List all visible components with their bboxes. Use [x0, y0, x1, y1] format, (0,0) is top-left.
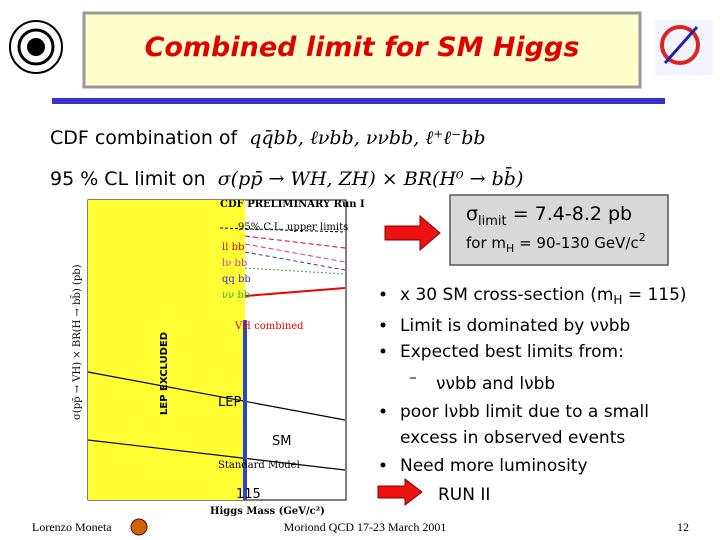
bullet-text: excess in observed events	[400, 428, 625, 448]
formula: qq̄bb, ℓνbb, ννbb, ℓ⁺ℓ⁻bb	[249, 127, 485, 149]
bullet-text: x 30 SM cross-section (mH = 115)	[400, 285, 687, 307]
result-box	[449, 194, 669, 266]
channel-label: νν bb	[222, 290, 250, 301]
arrow	[377, 477, 423, 507]
bullet-text: Expected best limits from:	[400, 342, 624, 362]
plot-legend-title: 95% C.L. upper limits	[238, 222, 348, 233]
curve	[244, 243, 346, 263]
bullet	[380, 462, 386, 468]
mass-label: 115	[236, 487, 261, 502]
intro-line: CDF combination of qq̄bb, ℓνbb, ννbb, ℓ⁺ℓ…	[50, 127, 486, 149]
bullet-text: Limit is dominated by ννbb	[400, 316, 630, 336]
formula: σ(pp̄ → WH, ZH) × BR(H⁰ → bb̄)	[218, 166, 524, 190]
page-number: 12	[677, 520, 689, 534]
curve	[219, 227, 346, 233]
result-sup: 2	[639, 231, 646, 244]
sub-bullet-text: ννbb and lνbb	[436, 374, 555, 394]
cdf-logo	[9, 20, 63, 74]
channel-label: ll bb	[222, 242, 244, 253]
curve	[87, 371, 346, 421]
bullet	[380, 348, 386, 354]
lep-label: LEP	[218, 395, 241, 410]
title-text: Combined limit for SM Higgs	[145, 32, 580, 63]
bullet-text: poor lνbb limit due to a small	[400, 402, 649, 422]
intro-line: 95 % CL limit on σ(pp̄ → WH, ZH) × BR(H⁰ …	[50, 166, 523, 190]
result-sub: limit	[478, 214, 507, 229]
x-axis-label: Higgs Mass (GeV/c²)	[210, 506, 325, 517]
bullet-part: = 115)	[622, 285, 686, 305]
channel-label: qq bb	[222, 274, 251, 285]
result-line: for mH = 90-130 GeV/c2	[466, 231, 646, 255]
sm-label: SM	[272, 434, 291, 449]
arrow	[384, 214, 441, 252]
footer-author: Lorenzo Moneta	[32, 520, 112, 534]
y-axis-label: σ(pp̄ → VH) × BR(H → bb̄) (pb)	[71, 264, 83, 420]
bullet-result: RUN II	[438, 485, 490, 505]
limit-plot: CDF PRELIMINARY Run I 95% C.L. upper lim…	[71, 199, 365, 517]
standard-model-label: Standard Model	[218, 460, 300, 471]
d0-logo	[655, 20, 713, 75]
footer-event: Moriond QCD 17-23 March 2001	[284, 520, 447, 534]
lep-excluded-region	[88, 200, 245, 500]
curve	[244, 235, 346, 249]
curve	[244, 267, 346, 275]
bullet	[380, 408, 386, 414]
title-box	[82, 11, 642, 89]
bullet-sub: H	[613, 293, 622, 307]
intro-label: CDF combination of	[50, 127, 239, 149]
bullet	[380, 291, 386, 297]
plot-header: CDF PRELIMINARY Run I	[220, 199, 365, 210]
bullet-text: Need more luminosity	[400, 456, 588, 476]
result-line: σlimit = 7.4-8.2 pb	[466, 203, 632, 229]
footer-logo	[130, 518, 148, 536]
curve	[244, 287, 346, 297]
curve	[244, 251, 346, 271]
channel-label: lν bb	[222, 258, 247, 269]
curve	[87, 439, 346, 471]
bullet-list: x 30 SM cross-section (mH = 115) Limit i…	[377, 285, 687, 507]
excluded-label: LEP EXCLUDED	[159, 332, 170, 415]
intro-label: 95 % CL limit on	[50, 168, 206, 190]
bullet	[380, 322, 386, 328]
result-value: = 7.4-8.2 pb	[507, 203, 632, 225]
title-rule	[52, 98, 665, 104]
result-symbol: σ	[466, 203, 478, 225]
bullet-part: x 30 SM cross-section (m	[400, 285, 613, 305]
combined-label: VH combined	[234, 321, 304, 332]
result-text: for m	[466, 234, 506, 252]
result-text: = 90-130 GeV/c	[514, 234, 638, 252]
result-sub: H	[506, 242, 514, 255]
title: Combined limit for SM Higgs	[145, 32, 580, 63]
